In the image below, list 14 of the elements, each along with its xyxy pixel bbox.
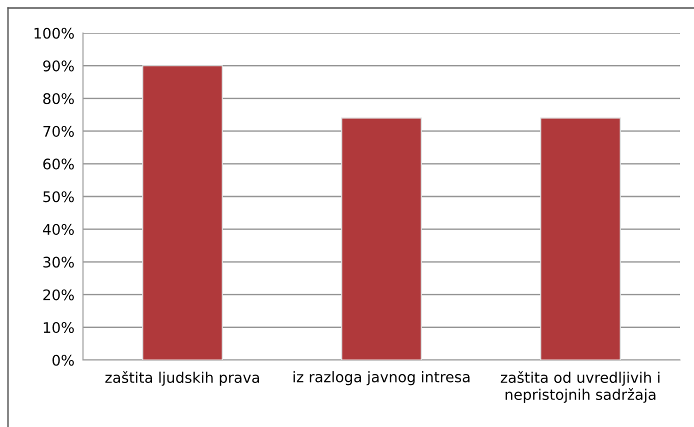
y-tick-label: 40% <box>42 224 74 235</box>
y-tick-label: 60% <box>43 158 74 170</box>
y-tick-label: 30% <box>43 256 74 268</box>
y-tick-label: 80% <box>43 93 74 104</box>
x-tick-label: iz razloga javnog intresa <box>294 371 470 386</box>
x-tick-label: zaštita od uvredljivih i nepristojnih sadržaja <box>500 371 660 403</box>
y-tick-label: 70% <box>43 126 74 137</box>
y-tick-label: 0% <box>52 354 74 366</box>
y-tick-label: 90% <box>43 60 74 72</box>
y-tick-label: 100% <box>34 28 74 39</box>
x-tick-label: zaštita ljudskih prava <box>105 371 259 386</box>
y-tick-label: 10% <box>44 322 74 334</box>
y-tick-label: 50% <box>43 191 74 202</box>
y-tick-label: 20% <box>43 289 74 300</box>
